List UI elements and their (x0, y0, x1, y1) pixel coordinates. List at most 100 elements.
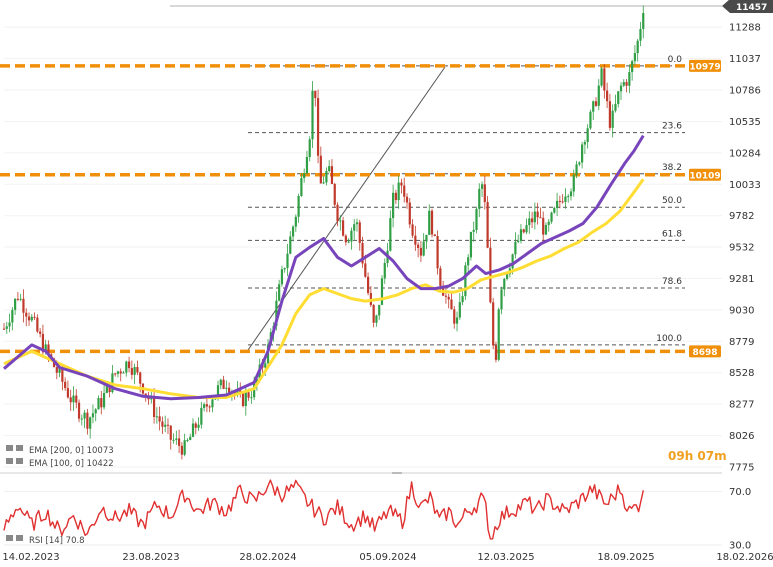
candle-body (628, 72, 631, 86)
candle-body (289, 236, 292, 254)
price-axis-tick: 10033 (729, 180, 761, 191)
level-tag-bg (689, 59, 721, 72)
candle-countdown: 09h 07m (668, 449, 727, 463)
candle-body (200, 407, 203, 425)
candle-body (8, 322, 11, 327)
candle-body (447, 296, 450, 300)
candle-body (383, 262, 386, 279)
legend: EMA [200, 0] 10073 EMA [100, 0] 10422 (6, 445, 114, 469)
candle-body (175, 438, 178, 440)
price-axis-tick: 11288 (729, 23, 761, 34)
candle-body (530, 218, 534, 223)
candle-body (497, 309, 500, 360)
candle-body (364, 263, 367, 277)
candle-body (475, 208, 478, 230)
candle-body (358, 222, 361, 243)
candle-body (130, 368, 133, 375)
candle-body (422, 241, 425, 256)
price-axis-tick: 9532 (729, 243, 754, 254)
gear-icon[interactable] (16, 535, 23, 541)
candle-body (208, 406, 211, 408)
candle-body (581, 144, 584, 163)
candle-body (250, 397, 253, 399)
legend-rsi-label: RSI [14] 70.8 (29, 536, 85, 546)
level-tag-value: 10979 (689, 62, 720, 72)
legend-ema-100[interactable]: EMA [100, 0] 10422 (6, 458, 114, 469)
candle-body (25, 312, 28, 317)
candle-body (44, 344, 47, 353)
candle-body (544, 225, 548, 235)
candle-body (639, 28, 642, 41)
candle-body (417, 244, 420, 248)
eye-icon[interactable] (6, 458, 13, 464)
candle-body (300, 178, 303, 196)
candle-body (114, 373, 117, 375)
legend-rsi[interactable]: RSI [14] 70.8 (6, 535, 85, 546)
level-tag-bg (689, 168, 721, 181)
price-axis-tick: 10284 (729, 148, 761, 159)
rsi-axis-ticks: 70.0 30.0 (729, 487, 751, 552)
eye-icon[interactable] (6, 445, 13, 451)
candle-body (275, 300, 278, 326)
horizontal-levels[interactable] (0, 64, 690, 354)
candle-body (553, 207, 556, 213)
gear-icon[interactable] (16, 445, 23, 451)
time-axis-tick: 18.09.2025 (597, 552, 654, 563)
candle-body (389, 218, 392, 251)
candle-body (80, 418, 83, 420)
candle-body (617, 91, 620, 104)
candle-body (550, 212, 553, 222)
candle-body (330, 166, 334, 184)
time-axis[interactable]: 14.02.2023 23.08.2023 28.02.2024 05.09.2024… (2, 552, 773, 563)
candle-body (642, 13, 645, 29)
candle-body (283, 268, 286, 270)
price-axis-ticks: 11288 11037 10786 10535 10284 10033 9782 9532 92… (729, 23, 761, 474)
panel-resize-handle[interactable] (392, 472, 402, 474)
candle-body (555, 200, 559, 208)
eye-icon[interactable] (6, 535, 13, 541)
candle-body (139, 372, 142, 384)
candle-body (69, 397, 72, 403)
level-tag-value: 10109 (689, 171, 720, 181)
candle-body (542, 217, 545, 235)
candle-body (161, 421, 164, 427)
candle-body (503, 278, 506, 290)
fibonacci-level-label: 61.8 (662, 229, 682, 239)
price-panel-background (0, 0, 722, 473)
candle-body (578, 162, 581, 165)
candle-body (311, 90, 314, 140)
candle-body (186, 439, 189, 441)
candle-body (489, 247, 492, 303)
legend-ema-200[interactable]: EMA [200, 0] 10073 (6, 445, 114, 456)
candle-body (236, 390, 239, 394)
candle-body (91, 413, 95, 418)
candle-body (592, 101, 595, 112)
candle-body (455, 317, 459, 324)
candle-body (36, 317, 39, 332)
candle-body (319, 155, 322, 184)
gear-icon[interactable] (16, 458, 23, 464)
candle-body (569, 191, 573, 197)
last-price-tag: 11457 (722, 0, 773, 13)
candle-body (505, 274, 509, 279)
candle-body (133, 367, 136, 375)
candle-body (428, 210, 431, 235)
candle-body (606, 90, 609, 102)
candle-body (392, 192, 395, 219)
legend-ema-200-label: EMA [200, 0] 10073 (29, 446, 114, 456)
candle-body (411, 224, 414, 236)
price-axis[interactable]: 11288 11037 10786 10535 10284 10033 9782 9532 92… (689, 0, 773, 474)
candle-body (294, 216, 297, 227)
candle-body (453, 309, 456, 324)
candle-body (433, 234, 436, 237)
candle-body (33, 316, 36, 318)
candle-body (222, 379, 225, 389)
candle-body (253, 383, 256, 398)
candle-body (380, 278, 384, 305)
fibonacci-level-label: 100.0 (656, 334, 682, 344)
level-tags: 10979 10109 8698 (689, 59, 721, 358)
candle-body (539, 217, 542, 219)
price-axis-tick: 10786 (729, 86, 761, 97)
candle-body (622, 82, 625, 86)
